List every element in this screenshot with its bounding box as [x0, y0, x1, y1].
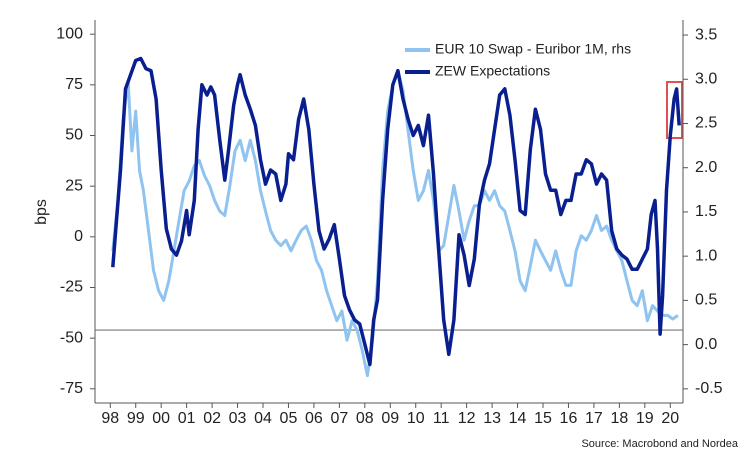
series-line: [111, 56, 681, 367]
x-tick-label: 16: [560, 410, 578, 427]
y-tick-label: -25: [60, 279, 83, 296]
y2-tick-label: 3.0: [695, 70, 717, 87]
y2-tick-label: 0.0: [695, 336, 717, 353]
y-tick-label: 100: [56, 25, 83, 42]
x-tick-label: 19: [636, 410, 654, 427]
y-tick-label: 75: [65, 76, 83, 93]
x-tick-label: 07: [330, 410, 348, 427]
y-tick-label: -75: [60, 380, 83, 397]
x-tick-label: 00: [152, 410, 170, 427]
y2-tick-label: 2.0: [695, 159, 717, 176]
y2-tick-label: 1.5: [695, 203, 717, 220]
x-tick-label: 17: [585, 410, 603, 427]
y2-tick-label: 0.5: [695, 292, 717, 309]
y-tick-label: 0: [74, 228, 83, 245]
x-tick-label: 11: [433, 410, 450, 427]
source-note: Source: Macrobond and Nordea: [581, 438, 738, 450]
highlight-box: [666, 81, 683, 139]
x-tick-label: 20: [661, 410, 679, 427]
x-tick-label: 14: [509, 410, 527, 427]
y2-tick-label: -0.5: [695, 380, 723, 397]
x-tick-label: 04: [254, 410, 272, 427]
x-tick-label: 09: [381, 410, 399, 427]
x-tick-label: 02: [203, 410, 221, 427]
legend-label: EUR 10 Swap - Euribor 1M, rhs: [435, 41, 631, 57]
x-tick-label: 08: [356, 410, 374, 427]
x-tick-label: 05: [280, 410, 298, 427]
x-tick-label: 15: [534, 410, 552, 427]
x-tick-label: 06: [305, 410, 323, 427]
y-tick-label: 25: [65, 177, 83, 194]
legend-label: ZEW Expectations: [435, 63, 550, 79]
y2-tick-label: 1.0: [695, 247, 717, 264]
y2-tick-label: 3.5: [695, 26, 717, 43]
x-tick-label: 03: [229, 410, 247, 427]
x-tick-label: 10: [407, 410, 425, 427]
x-tick-label: 01: [178, 410, 196, 427]
legend: EUR 10 Swap - Euribor 1M, rhs ZEW Expecta…: [405, 41, 631, 79]
x-tick-label: 13: [483, 410, 501, 427]
x-tick-label: 18: [610, 410, 628, 427]
x-tick-label: 12: [458, 410, 476, 427]
y2-tick-label: 2.5: [695, 115, 717, 132]
y-axis-label: bps: [33, 199, 50, 225]
x-tick-label: 99: [127, 410, 145, 427]
y-tick-label: 50: [65, 127, 83, 144]
y-tick-label: -50: [60, 329, 83, 346]
x-tick-label: 98: [101, 410, 119, 427]
